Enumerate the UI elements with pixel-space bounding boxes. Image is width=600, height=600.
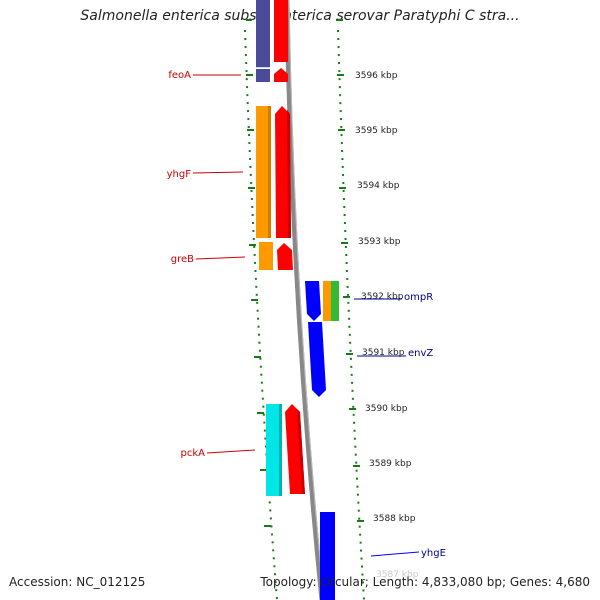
left-dotted-guide [244, 29, 278, 600]
scale-label: 3588 kbp [373, 514, 416, 524]
leader-line-yhgF [192, 171, 244, 174]
gene-label-yhgE: yhgE [421, 548, 446, 559]
feature-orange-yhgF [256, 106, 271, 238]
left-ticks [246, 19, 271, 527]
feature-blue-ompR [305, 281, 321, 321]
genome-summary-text: Topology: circular; Length: 4,833,080 bp… [260, 575, 590, 589]
feature-orange-greB [259, 242, 273, 270]
leader-line-pckA [206, 449, 256, 454]
feature-blue-envZ [308, 322, 326, 397]
leader-line-greB [195, 256, 246, 260]
gene-label-pckA: pckA [181, 448, 206, 459]
feature-cyan-pckA [266, 404, 282, 496]
left-gene-labels: feoA yhgF greB pckA [167, 70, 256, 459]
scale-labels: 3596 kbp 3595 kbp 3594 kbp 3593 kbp 3592… [355, 71, 419, 580]
gene-features [256, 0, 339, 600]
scale-label: 3595 kbp [355, 126, 398, 136]
right-ticks [336, 19, 364, 522]
gene-label-greB: greB [171, 254, 194, 265]
scale-label: 3590 kbp [365, 404, 408, 414]
leader-line-yhgE [370, 551, 420, 557]
feature-navy-top-2 [256, 69, 270, 82]
backbone-line [284, 0, 325, 600]
feature-blue-yhgE [320, 512, 335, 600]
scale-label: 3596 kbp [355, 71, 398, 81]
feature-red-greB [277, 243, 293, 270]
right-dotted-guide [337, 29, 365, 600]
feature-navy-top [256, 0, 270, 68]
accession-text: Accession: NC_012125 [9, 575, 146, 589]
feature-green-ompR [331, 281, 339, 321]
gene-label-feoA: feoA [168, 70, 191, 81]
backbone-highlight [288, 0, 325, 600]
scale-label: 3592 kbp [361, 292, 404, 302]
scale-label: 3587 kbp [376, 570, 419, 580]
scale-label: 3591 kbp [362, 348, 405, 358]
gene-label-envZ: envZ [408, 348, 433, 359]
map-title: Salmonella enterica subsp. enterica sero… [80, 8, 520, 24]
gene-label-ompR: ompR [404, 292, 433, 303]
feature-red-feoA [274, 68, 288, 82]
scale-label: 3594 kbp [357, 181, 400, 191]
scale-label: 3589 kbp [369, 459, 412, 469]
right-gene-labels: ompR envZ yhgE [354, 292, 446, 559]
feature-orange-ompR [323, 281, 331, 321]
scale-label: 3593 kbp [358, 237, 401, 247]
feature-red-top [274, 0, 288, 62]
feature-red-yhgF [275, 106, 291, 238]
gene-label-yhgF: yhgF [167, 169, 192, 180]
